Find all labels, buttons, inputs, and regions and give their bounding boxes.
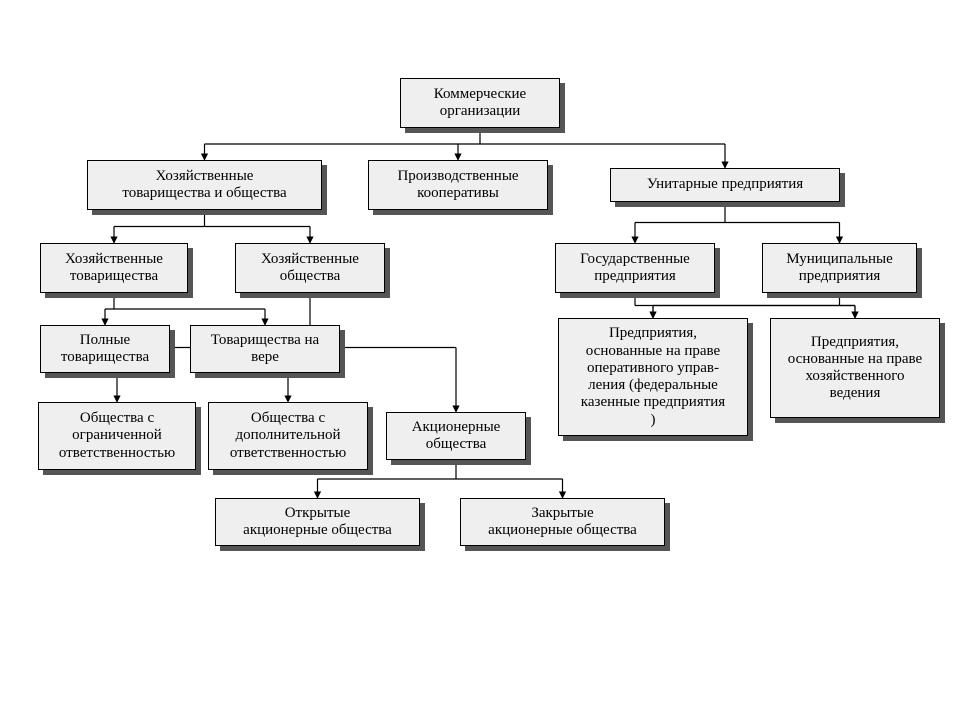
node-n1a: Хозяйственные товарищества [40,243,188,293]
org-chart: Коммерческие организации Хозяйственные то… [0,0,960,720]
node-n3x2: Предприятия, основанные на праве хозяйст… [770,318,940,418]
node-n1: Хозяйственные товарищества и общества [87,160,322,210]
node-n3a: Государственные предприятия [555,243,715,293]
node-n3: Унитарные предприятия [610,168,840,202]
node-n1a2: Товарищества на вере [190,325,340,373]
node-n3x1: Предприятия, основанные на праве операти… [558,318,748,436]
node-n2: Производственные кооперативы [368,160,548,210]
node-n1b: Хозяйственные общества [235,243,385,293]
node-n1b1: Общества с ограниченной ответственностью [38,402,196,470]
node-n1b3: Акционерные общества [386,412,526,460]
node-ao2: Закрытые акционерные общества [460,498,665,546]
node-root: Коммерческие организации [400,78,560,128]
node-n1b2: Общества с дополнительной ответственност… [208,402,368,470]
node-ao1: Открытые акционерные общества [215,498,420,546]
node-n1a1: Полные товарищества [40,325,170,373]
node-n3b: Муниципальные предприятия [762,243,917,293]
